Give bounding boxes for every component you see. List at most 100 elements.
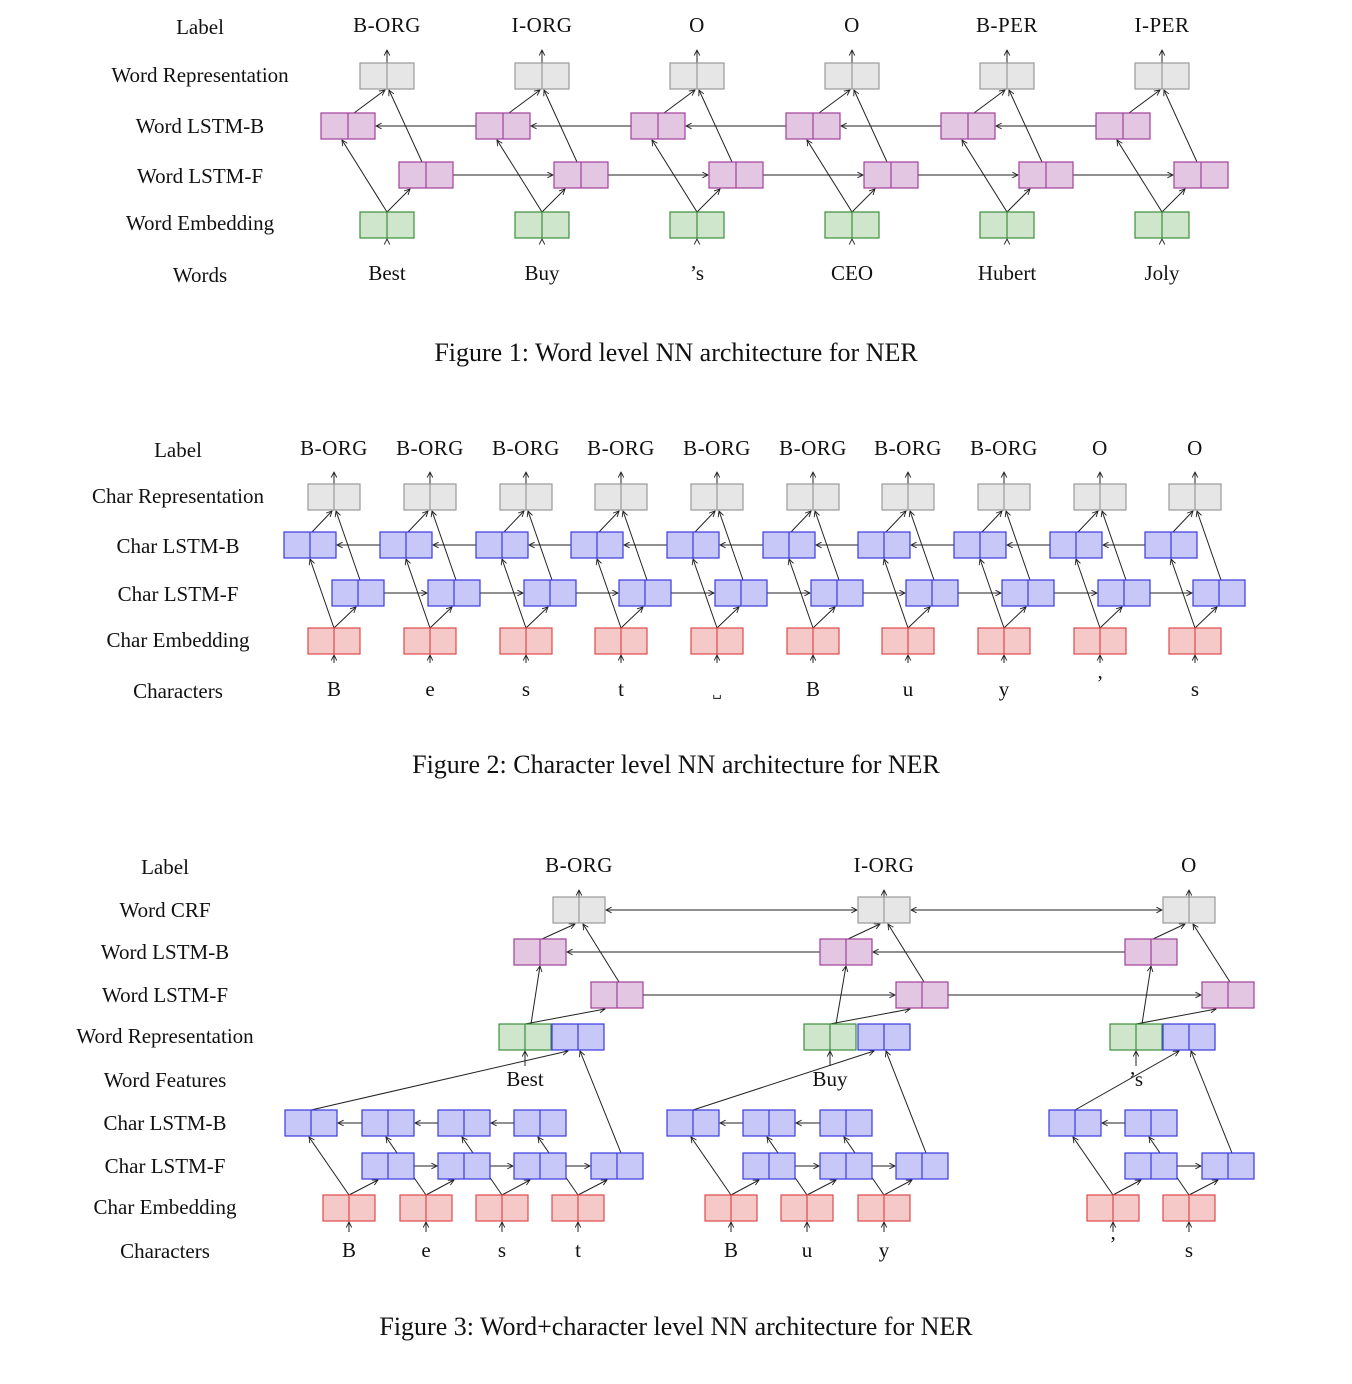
char-forward-to-rep-arrow [580, 1051, 622, 1154]
char-embedding-cell [307, 627, 361, 655]
char-lstm-b-cell [857, 531, 911, 559]
char-lstm-f-cell [513, 1152, 567, 1180]
backward-to-rep-arrow [508, 90, 540, 114]
char-token: e [425, 677, 435, 701]
rep-to-forward-arrow [524, 1009, 605, 1025]
char-lstm-f-cell [905, 579, 959, 607]
embed-to-backward-arrow [884, 559, 909, 629]
backward-to-rep-arrow [885, 511, 906, 533]
char-representation-cell [499, 483, 553, 511]
word-crf-cell [552, 896, 606, 924]
char-embedding-cell [322, 1194, 376, 1222]
embed-to-forward-arrow [425, 1180, 454, 1196]
word-representation-cell [1134, 62, 1190, 90]
backward-to-crf-arrow [541, 924, 575, 940]
embed-to-forward-arrow [1099, 607, 1122, 629]
char-token: s [521, 677, 531, 701]
embed-to-backward-arrow [342, 140, 388, 213]
char-forward-to-rep-arrow [1191, 1051, 1233, 1154]
char-lstm-f-cell [437, 1152, 491, 1180]
backward-to-rep-arrow [503, 511, 524, 533]
tag-label: I-PER [1134, 13, 1190, 37]
word-token: Hubert [977, 261, 1037, 285]
embed-to-backward-arrow [502, 559, 527, 629]
word-lstm-b-cell [475, 112, 531, 140]
word-token: Buy [812, 1067, 848, 1091]
backward-to-rep-arrow [1128, 90, 1160, 114]
char-token: y [998, 677, 1010, 701]
embed-to-forward-arrow [806, 1180, 836, 1196]
char-lstm-b-cell [361, 1109, 415, 1137]
char-embedding-cell [690, 627, 744, 655]
char-lstm-b-cell [513, 1109, 567, 1137]
char-representation-cell [1168, 483, 1222, 511]
row-label-char-representation: Char Representation [91, 484, 265, 508]
word-lstm-f-cell [1018, 161, 1074, 189]
embed-to-backward-arrow [980, 559, 1005, 629]
figure-3-diagram [284, 840, 1255, 1232]
embed-to-backward-arrow [310, 559, 335, 629]
char-representation-cell [403, 483, 457, 511]
word-representation-cell [669, 62, 725, 90]
char-embedding-cell [780, 1194, 834, 1222]
forward-to-crf-arrow [1193, 924, 1231, 983]
char-lstm-b-cell [284, 1109, 338, 1137]
row-label-char-lstm-b: Char LSTM-B [103, 1111, 227, 1135]
word-lstm-b-cell [785, 112, 841, 140]
char-lstm-b-cell [666, 1109, 720, 1137]
char-embedding-cell [786, 627, 840, 655]
char-lstm-b-cell [953, 531, 1007, 559]
rep-to-forward-arrow [1135, 1009, 1216, 1025]
backward-to-rep-arrow [598, 511, 619, 533]
embed-to-backward-arrow [693, 559, 718, 629]
embed-to-forward-arrow [812, 607, 835, 629]
word-representation-cell [824, 62, 880, 90]
char-lstm-f-cell [1192, 579, 1246, 607]
char-lstm-f-cell [810, 579, 864, 607]
char-embedding-cell [1162, 1194, 1216, 1222]
backward-to-rep-arrow [1172, 511, 1193, 533]
figure-2-diagram [283, 420, 1246, 663]
row-label-word-representation: Word Representation [111, 63, 289, 87]
word-crf-cell [1162, 896, 1216, 924]
char-embedding-cell [881, 627, 935, 655]
tag-label: O [1181, 853, 1197, 877]
word-lstm-f-cell [553, 161, 609, 189]
char-lstm-f-cell [1001, 579, 1055, 607]
embed-to-backward-arrow [497, 140, 543, 213]
char-representation-cell [594, 483, 648, 511]
embed-to-forward-arrow [1188, 1180, 1218, 1196]
tag-label: B-ORG [779, 436, 847, 460]
char-embedding-cell [475, 1194, 529, 1222]
backward-to-rep-arrow [1077, 511, 1098, 533]
embed-to-backward-arrow [1073, 1137, 1114, 1196]
embed-to-forward-arrow [577, 1180, 607, 1196]
backward-to-rep-arrow [981, 511, 1002, 533]
word-lstm-f-cell [1173, 161, 1229, 189]
word-representation-cell [514, 62, 570, 90]
char-lstm-f-cell [1097, 579, 1151, 607]
char-representation-cell [1073, 483, 1127, 511]
figure-1-caption: Figure 1: Word level NN architecture for… [434, 338, 918, 367]
char-lstm-b-cell [1124, 1109, 1178, 1137]
embed-to-backward-arrow [406, 559, 431, 629]
word-lstm-b-cell [819, 938, 873, 966]
row-label-word-features: Word Features [103, 1068, 227, 1092]
backward-to-rep-arrow [818, 90, 850, 114]
embed-to-forward-arrow [541, 189, 565, 213]
word-lstm-f-cell [398, 161, 454, 189]
char-lstm-b-cell [1048, 1109, 1102, 1137]
row-label-label: Label [176, 15, 224, 39]
tag-label: B-ORG [545, 853, 613, 877]
row-label-characters: Characters [133, 679, 223, 703]
embed-to-forward-arrow [348, 1180, 378, 1196]
char-token: B [326, 677, 342, 701]
backward-to-rep-arrow [353, 90, 385, 114]
char-token: ’ [1109, 1232, 1117, 1256]
char-embedding-cell [1073, 627, 1127, 655]
char-token: t [575, 1238, 581, 1262]
word-token: ’s [1128, 1067, 1144, 1091]
figure-3: Label Word CRF Word LSTM-B Word LSTM-F W… [0, 840, 1352, 1360]
char-embedding-cell [551, 1194, 605, 1222]
char-lstm-b-cell [819, 1109, 873, 1137]
